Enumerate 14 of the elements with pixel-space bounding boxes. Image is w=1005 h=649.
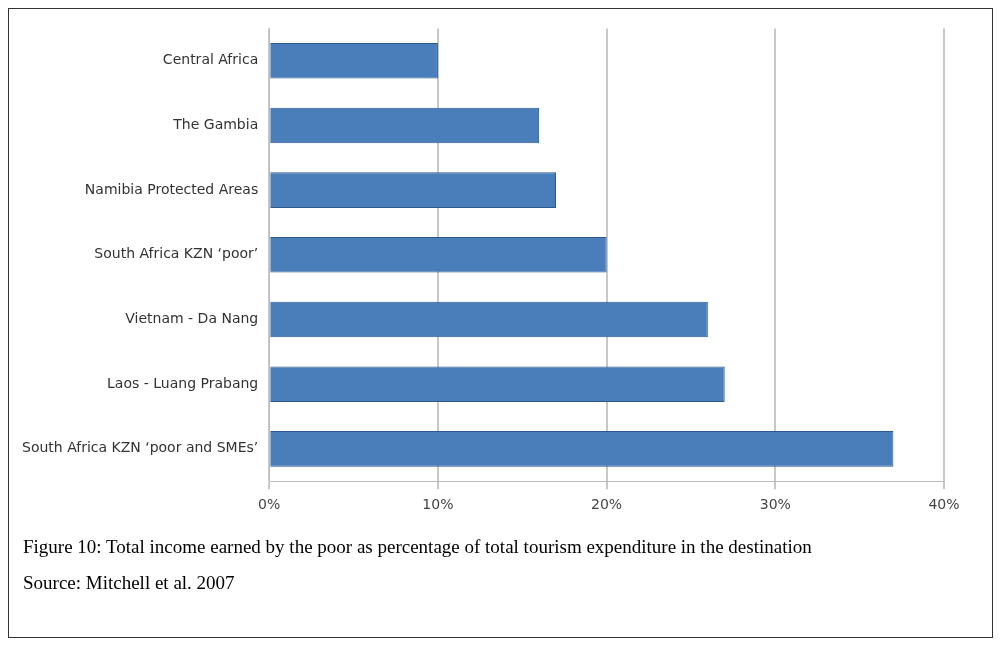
y-tick-label: Vietnam - Da Nang [125,310,259,327]
text: Figure 10: Total income earned by the poor as percentage of total tourism expenditure in the destination [22,536,813,558]
y-tick-label: Central Africa [162,51,259,68]
x-tick-label: 0% [258,496,281,513]
source-note: Source: Mitchell et al. 2007 [22,572,236,594]
x-tick-label: 30% [759,496,791,513]
x-tick-label: 10% [422,496,454,513]
x-tick-label: 40% [928,496,960,513]
y-tick-label: The Gambia [172,116,259,133]
y-tick-label: Namibia Protected Areas [84,180,259,197]
x-tick-label: 20% [591,496,623,513]
y-tick-label: South Africa KZN ‘poor’ [94,245,259,262]
y-tick-label: Laos - Luang Prabang [107,374,259,391]
y-tick-label: South Africa KZN ‘poor and SMEs’ [22,439,259,456]
